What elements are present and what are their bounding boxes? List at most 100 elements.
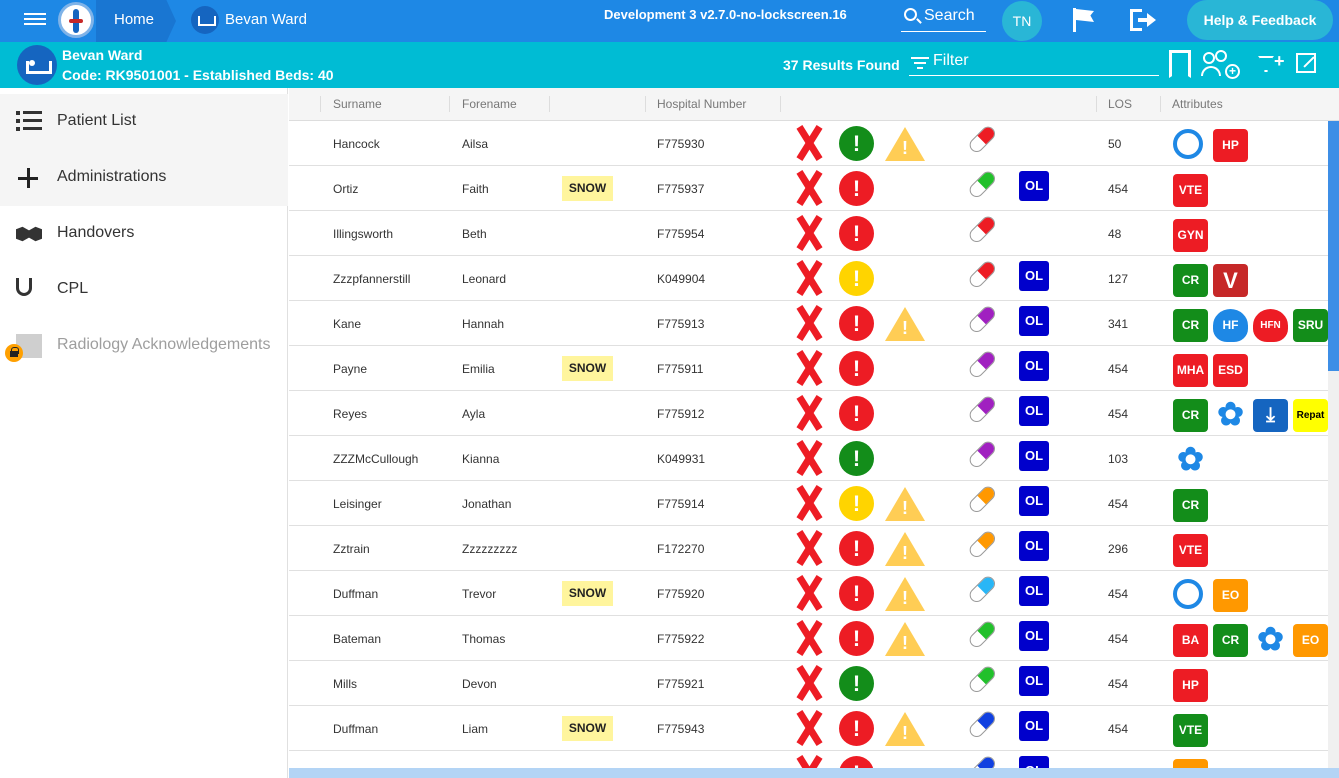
attribute-badge[interactable]: HFN (1253, 309, 1288, 342)
header-divider (449, 96, 450, 112)
add-filter-icon[interactable]: + (1258, 51, 1288, 76)
medication-pill-icon (966, 708, 998, 740)
sidebar-item-label: Administrations (57, 168, 167, 185)
attribute-badge[interactable]: MHA (1173, 354, 1208, 387)
cell-los: 454 (1108, 677, 1129, 691)
table-row[interactable]: Hancock Ailsa F775930!! 50 HP (289, 121, 1328, 166)
cell-surname: Illingsworth (333, 227, 394, 241)
user-avatar[interactable]: TN (1002, 1, 1042, 41)
sidebar-item-cpl[interactable]: CPL (0, 262, 288, 318)
attribute-badge[interactable]: HF (1213, 309, 1248, 342)
table-row[interactable]: Payne Emilia SNOW F775911! OL 454 MHA ESD (289, 346, 1328, 391)
cell-hospital-number: F775914 (657, 497, 705, 511)
cell-hospital-number: F775922 (657, 632, 705, 646)
table-row[interactable]: Leisinger Jonathan F775914!! OL 454 CR (289, 481, 1328, 526)
attribute-badge[interactable]: EO (1293, 624, 1328, 657)
attribute-badge[interactable]: ⤓ (1253, 399, 1288, 432)
cell-hospital-number: F775937 (657, 182, 705, 196)
attribute-badge[interactable]: VTE (1173, 534, 1208, 567)
attribute-badge[interactable]: HP (1213, 129, 1248, 162)
cell-hospital-number: F775920 (657, 587, 705, 601)
add-group-icon[interactable]: + (1201, 50, 1241, 80)
sidebar-item-patient-list[interactable]: Patient List (0, 94, 288, 150)
attribute-badge[interactable]: ✿ (1257, 621, 1284, 657)
sidebar-item-administrations[interactable]: Administrations (0, 150, 288, 206)
ward-name: Bevan Ward (62, 47, 143, 63)
flag-icon[interactable] (1073, 8, 1095, 32)
cell-surname: Bateman (333, 632, 382, 646)
sidebar-item-label: Radiology Acknowledgements (57, 336, 271, 353)
bookmark-icon[interactable] (1169, 50, 1191, 78)
filter-input[interactable]: Filter (909, 50, 1159, 76)
open-external-icon[interactable] (1296, 53, 1316, 73)
cell-los: 454 (1108, 362, 1129, 376)
cell-surname: Leisinger (333, 497, 382, 511)
attribute-badge[interactable]: CR (1173, 489, 1208, 522)
cell-hospital-number: K049931 (657, 452, 706, 466)
attribute-badge[interactable] (1173, 129, 1203, 159)
help-feedback-button[interactable]: Help & Feedback (1187, 0, 1333, 40)
logout-icon[interactable] (1130, 9, 1156, 31)
breadcrumb-home[interactable]: Home (96, 0, 176, 42)
medication-pill-icon (966, 258, 998, 290)
ward-code: Code: RK9501001 - Established Beds: 40 (62, 67, 334, 83)
horizontal-scrollbar[interactable] (289, 768, 1339, 778)
attribute-badge[interactable]: CR (1173, 399, 1208, 432)
cell-surname: Reyes (333, 407, 368, 421)
table-row[interactable]: ZZZMcCullough Kianna K049931! OL 103 ✿ (289, 436, 1328, 481)
ol-badge: OL (1019, 261, 1049, 291)
alert-status-icon: ! (839, 261, 874, 296)
header-hospital-number[interactable]: Hospital Number (657, 97, 747, 111)
attribute-badge[interactable]: ✿ (1177, 441, 1204, 477)
table-row[interactable]: Mills Devon F775921! OL 454 HP (289, 661, 1328, 706)
table-row[interactable]: Duffman Liam SNOW F775943!! OL 454 VTE (289, 706, 1328, 751)
sidebar-item-radiology: Radiology Acknowledgements (0, 318, 288, 374)
attribute-badge[interactable] (1173, 579, 1203, 609)
table-row[interactable]: Zzzpfannerstill Leonard K049904! OL 127 CR V (289, 256, 1328, 301)
alert-status-icon: ! (839, 216, 874, 251)
attribute-badge[interactable]: HP (1173, 669, 1208, 702)
scrollbar-thumb[interactable] (1328, 121, 1339, 371)
attribute-badge[interactable]: GYN (1173, 219, 1208, 252)
header-surname[interactable]: Surname (333, 97, 382, 111)
attribute-badge[interactable]: V (1213, 264, 1248, 297)
attribute-badge[interactable]: CR (1173, 264, 1208, 297)
breadcrumb-ward[interactable]: Bevan Ward (225, 11, 307, 28)
attribute-badge[interactable]: VTE (1173, 174, 1208, 207)
search-button[interactable]: Search (901, 4, 986, 32)
table-row[interactable]: Illingsworth Beth F775954! 48 GYN (289, 211, 1328, 256)
header-forename[interactable]: Forename (462, 97, 517, 111)
header-los[interactable]: LOS (1108, 97, 1133, 111)
ol-badge: OL (1019, 306, 1049, 336)
attribute-badge[interactable]: CR (1173, 309, 1208, 342)
header-divider (645, 96, 646, 112)
header-attributes[interactable]: Attributes (1172, 97, 1223, 111)
stethoscope-icon (16, 278, 32, 296)
top-app-bar: Home Bevan Ward Development 3 v2.7.0-no-… (0, 0, 1339, 42)
table-row[interactable]: Duffman Trevor SNOW F775920!! OL 454 EO (289, 571, 1328, 616)
ol-badge: OL (1019, 171, 1049, 201)
menu-icon[interactable] (24, 10, 46, 28)
sidebar-item-handovers[interactable]: Handovers (0, 206, 288, 262)
attribute-badge[interactable]: EO (1213, 579, 1248, 612)
attribute-badge[interactable]: CR (1213, 624, 1248, 657)
attribute-badge[interactable]: VTE (1173, 714, 1208, 747)
attribute-badge[interactable]: BA (1173, 624, 1208, 657)
table-row[interactable]: Ortiz Faith SNOW F775937! OL 454 VTE (289, 166, 1328, 211)
header-divider (1160, 96, 1161, 112)
cell-forename: Jonathan (462, 497, 512, 511)
cell-hospital-number: F775921 (657, 677, 705, 691)
table-row[interactable]: Bateman Thomas F775922!! OL 454 BA CR ✿ EO (289, 616, 1328, 661)
attribute-badge[interactable]: SRU (1293, 309, 1328, 342)
table-row[interactable]: Reyes Ayla F775912! OL 454 CR ✿ ⤓ Repat (289, 391, 1328, 436)
vertical-scrollbar[interactable] (1328, 121, 1339, 778)
cross-icon (794, 531, 824, 565)
table-row[interactable]: Kane Hannah F775913!! OL 341 CR HF HFN SRU (289, 301, 1328, 346)
attribute-badge[interactable]: ✿ (1217, 396, 1244, 432)
lock-icon (5, 344, 23, 362)
attribute-badge[interactable]: ESD (1213, 354, 1248, 387)
table-row[interactable]: Zztrain Zzzzzzzzz F172270!! OL 296 VTE (289, 526, 1328, 571)
attribute-badge[interactable]: Repat (1293, 399, 1328, 432)
cell-surname: Payne (333, 362, 368, 376)
cell-surname: ZZZMcCullough (333, 452, 419, 466)
